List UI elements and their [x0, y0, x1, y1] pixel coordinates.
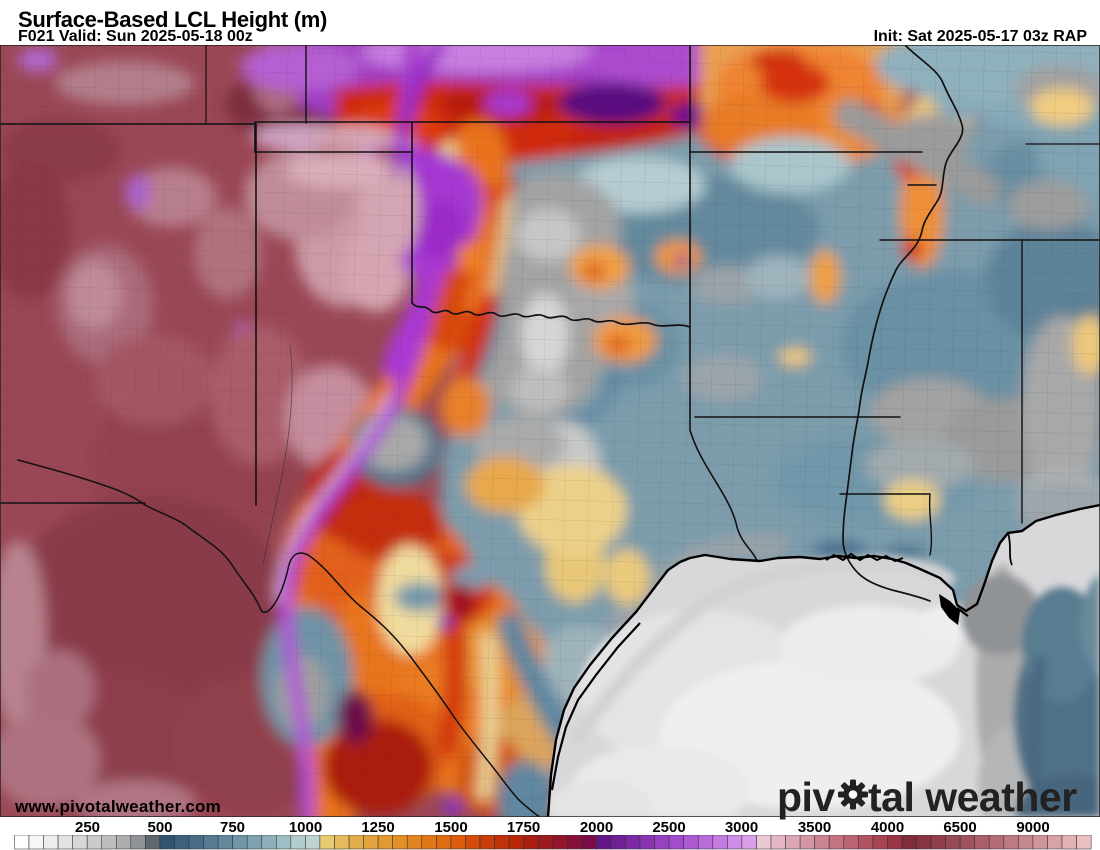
- svg-text:piv: piv: [777, 774, 835, 820]
- svg-text:tal weather: tal weather: [868, 774, 1077, 820]
